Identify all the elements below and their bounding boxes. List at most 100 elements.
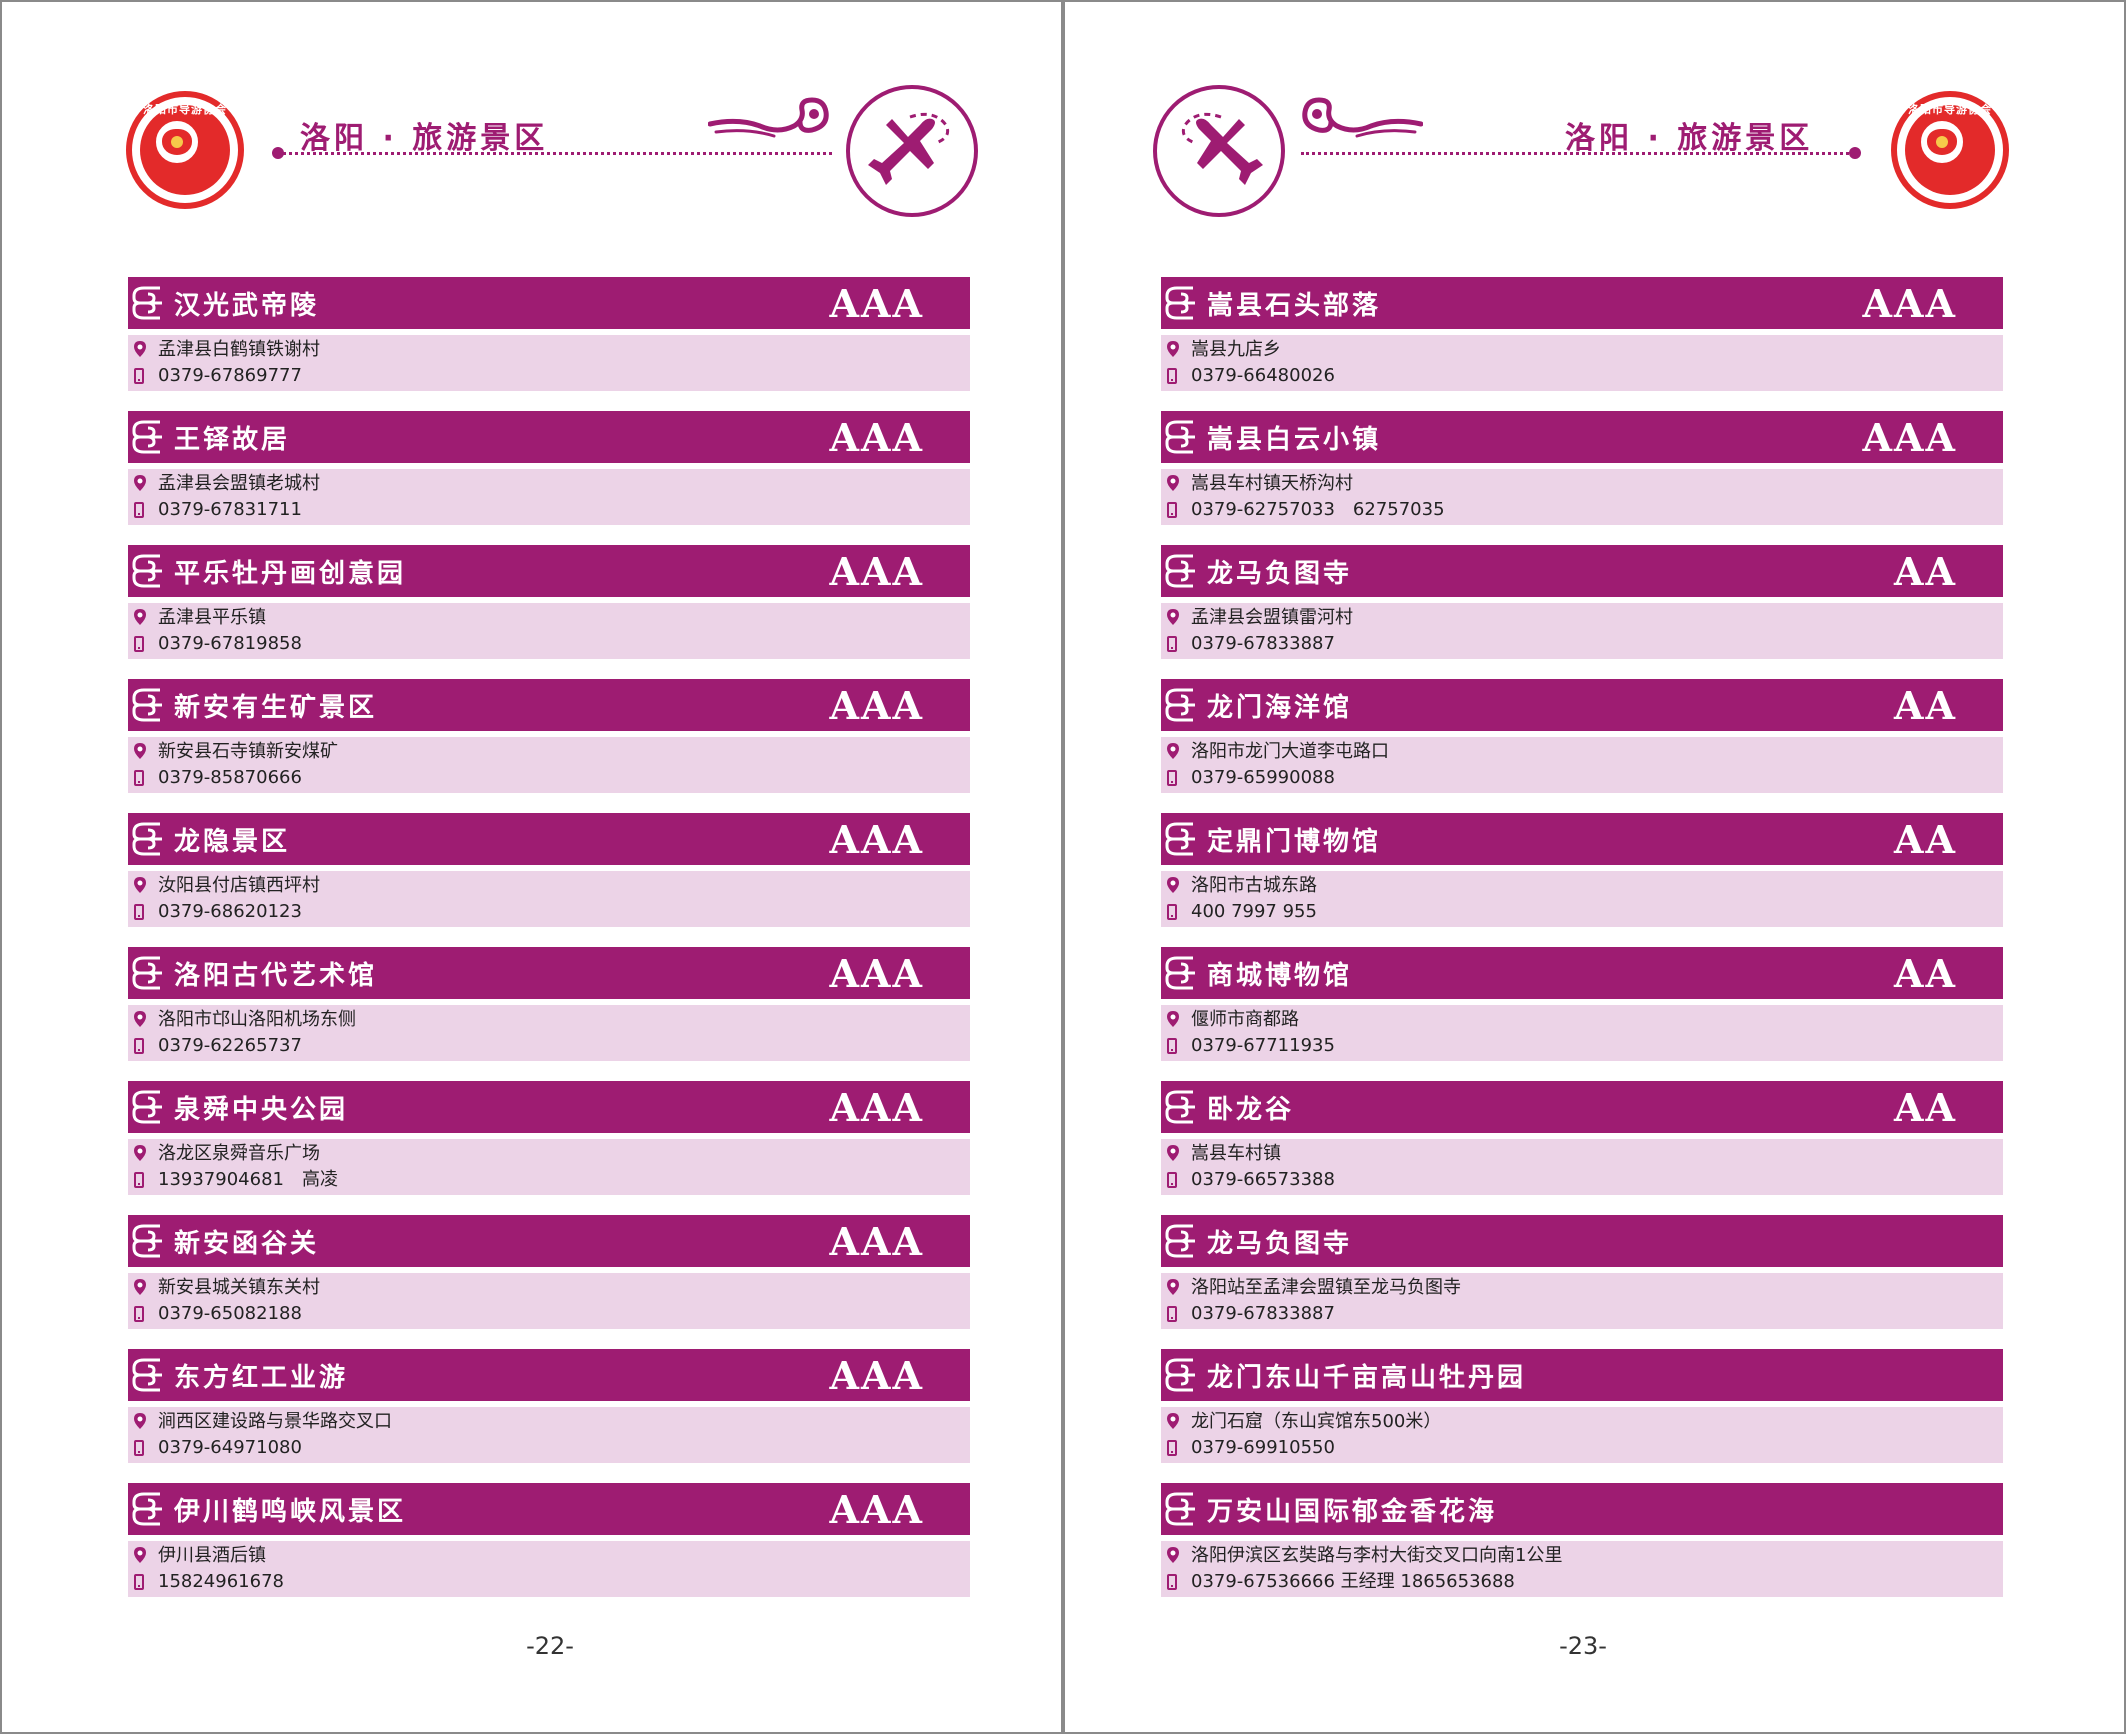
attraction-rating: AAA <box>829 549 924 594</box>
attraction-name: 东方红工业游 <box>174 1363 349 1393</box>
attraction-rating: AA <box>1894 817 1957 862</box>
knot-ornament-icon <box>1165 286 1195 320</box>
association-logo: 洛阳市导游协会 <box>1891 91 2009 209</box>
right-page: 洛阳 · 旅游景区 洛阳市导游协会 嵩县石头部落 AAA 嵩县九店乡 0379-… <box>1063 0 2126 1734</box>
attraction-info: 洛阳市邙山洛阳机场东侧 0379-62265737 <box>128 1005 970 1061</box>
page-header: 洛阳 · 旅游景区 洛阳市导游协会 <box>1065 82 2124 222</box>
phone-text: 0379-67869777 <box>158 365 302 386</box>
attraction-rating: AA <box>1894 951 1957 996</box>
page-number: -22- <box>526 1632 574 1660</box>
location-pin-icon <box>134 1547 146 1563</box>
address-text: 孟津县白鹤镇铁谢村 <box>158 339 320 360</box>
phone-text: 0379-67819858 <box>158 633 302 654</box>
attraction-name: 龙门东山千亩高山牡丹园 <box>1207 1363 1527 1393</box>
attraction-rating: AA <box>1894 1085 1957 1130</box>
address-text: 汝阳县付店镇西坪村 <box>158 875 320 896</box>
attraction-rating: AAA <box>829 1085 924 1130</box>
location-pin-icon <box>134 743 146 759</box>
knot-ornament-icon <box>1165 554 1195 588</box>
phone-text: 0379-67711935 <box>1191 1035 1335 1056</box>
attraction-name: 伊川鹤鸣峡风景区 <box>174 1497 407 1527</box>
phone-icon <box>1167 1440 1177 1456</box>
header-dotted-line <box>1301 147 1861 159</box>
attraction-name: 定鼎门博物馆 <box>1207 827 1382 857</box>
location-pin-icon <box>1167 743 1179 759</box>
logo-text: 洛阳市导游协会 <box>143 103 227 116</box>
location-pin-icon <box>1167 475 1179 491</box>
address-text: 洛阳站至孟津会盟镇至龙马负图寺 <box>1191 1277 1461 1298</box>
attraction-name: 商城博物馆 <box>1207 961 1353 991</box>
attraction-title-bar: 龙门东山千亩高山牡丹园 <box>1161 1349 2003 1401</box>
attraction-info: 伊川县酒后镇 15824961678 <box>128 1541 970 1597</box>
phone-text: 0379-66480026 <box>1191 365 1335 386</box>
address-text: 孟津县会盟镇雷河村 <box>1191 607 1353 628</box>
phone-text: 0379-65082188 <box>158 1303 302 1324</box>
knot-ornament-icon <box>132 286 162 320</box>
attraction-rating: AAA <box>1862 415 1957 460</box>
page-header-title: 洛阳 · 旅游景区 <box>300 121 549 156</box>
attraction-name: 洛阳古代艺术馆 <box>174 961 378 991</box>
location-pin-icon <box>1167 1547 1179 1563</box>
location-pin-icon <box>1167 1279 1179 1295</box>
attraction-info: 孟津县会盟镇雷河村 0379-67833887 <box>1161 603 2003 659</box>
phone-icon <box>1167 1574 1177 1590</box>
attraction-title-bar: 龙马负图寺 AA <box>1161 545 2003 597</box>
attraction-name: 嵩县白云小镇 <box>1207 425 1382 455</box>
address-text: 洛阳市龙门大道李屯路口 <box>1191 741 1389 762</box>
phone-icon <box>1167 904 1177 920</box>
attraction-title-bar: 龙马负图寺 <box>1161 1215 2003 1267</box>
phone-text: 0379-67833887 <box>1191 1303 1335 1324</box>
attraction-title-bar: 龙门海洋馆 AA <box>1161 679 2003 731</box>
attraction-name: 泉舜中央公园 <box>174 1095 349 1125</box>
phone-text: 0379-85870666 <box>158 767 302 788</box>
attraction-title-bar: 汉光武帝陵 AAA <box>128 277 970 329</box>
dotted-line-end-dot <box>1849 147 1861 159</box>
address-text: 新安县城关镇东关村 <box>158 1277 320 1298</box>
phone-icon <box>1167 502 1177 518</box>
attraction-title-bar: 新安有生矿景区 AAA <box>128 679 970 731</box>
attraction-info: 孟津县白鹤镇铁谢村 0379-67869777 <box>128 335 970 391</box>
address-text: 洛龙区泉舜音乐广场 <box>158 1143 320 1164</box>
phone-text: 0379-68620123 <box>158 901 302 922</box>
logo-text: 洛阳市导游协会 <box>1908 103 1992 116</box>
location-pin-icon <box>134 877 146 893</box>
address-text: 嵩县车村镇天桥沟村 <box>1191 473 1353 494</box>
attraction-info: 孟津县会盟镇老城村 0379-67831711 <box>128 469 970 525</box>
attraction-title-bar: 定鼎门博物馆 AA <box>1161 813 2003 865</box>
address-text: 龙门石窟（东山宾馆东500米） <box>1191 1411 1442 1432</box>
location-pin-icon <box>134 1279 146 1295</box>
location-pin-icon <box>134 1145 146 1161</box>
location-pin-icon <box>134 1011 146 1027</box>
phone-icon <box>1167 1038 1177 1054</box>
phone-text: 400 7997 955 <box>1191 901 1317 922</box>
attraction-name: 龙马负图寺 <box>1207 559 1353 589</box>
phone-icon <box>134 770 144 786</box>
phone-icon <box>134 1574 144 1590</box>
attraction-info: 洛阳伊滨区玄奘路与李村大街交叉口向南1公里 0379-67536666 王经理 … <box>1161 1541 2003 1597</box>
attraction-info: 洛阳站至孟津会盟镇至龙马负图寺 0379-67833887 <box>1161 1273 2003 1329</box>
attraction-title-bar: 卧龙谷 AA <box>1161 1081 2003 1133</box>
association-logo: 洛阳市导游协会 <box>126 91 244 209</box>
address-text: 孟津县会盟镇老城村 <box>158 473 320 494</box>
phone-icon <box>1167 1306 1177 1322</box>
location-pin-icon <box>1167 1011 1179 1027</box>
phone-icon <box>134 1038 144 1054</box>
attraction-info: 孟津县平乐镇 0379-67819858 <box>128 603 970 659</box>
attraction-name: 龙马负图寺 <box>1207 1229 1353 1259</box>
knot-ornament-icon <box>1165 688 1195 722</box>
page-header: 洛阳市导游协会 洛阳 · 旅游景区 <box>2 82 1061 222</box>
attraction-name: 嵩县石头部落 <box>1207 291 1382 321</box>
phone-text: 0379-67536666 王经理 1865653688 <box>1191 1571 1515 1592</box>
attraction-rating: AAA <box>829 1487 924 1532</box>
attraction-info: 嵩县车村镇天桥沟村 0379-62757033 62757035 <box>1161 469 2003 525</box>
phone-icon <box>134 502 144 518</box>
attraction-rating: AAA <box>829 415 924 460</box>
address-text: 偃师市商都路 <box>1191 1009 1299 1030</box>
address-text: 孟津县平乐镇 <box>158 607 266 628</box>
attraction-name: 卧龙谷 <box>1207 1095 1295 1125</box>
attraction-info: 洛龙区泉舜音乐广场 13937904681 高凌 <box>128 1139 970 1195</box>
knot-ornament-icon <box>132 956 162 990</box>
attraction-title-bar: 王铎故居 AAA <box>128 411 970 463</box>
phone-icon <box>1167 770 1177 786</box>
attraction-title-bar: 新安函谷关 AAA <box>128 1215 970 1267</box>
